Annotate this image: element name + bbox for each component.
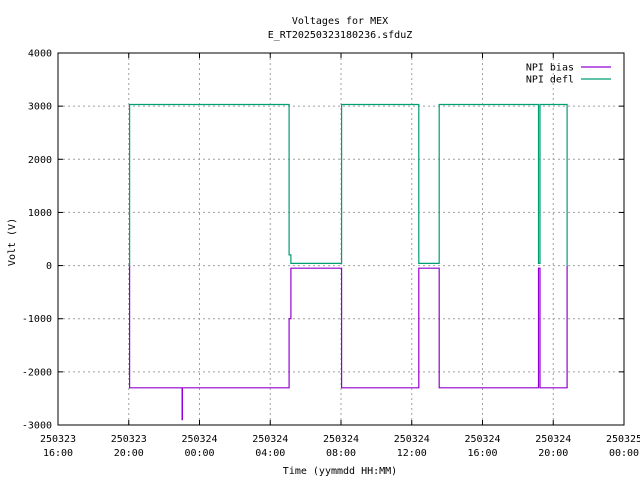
y-tick-label: 1000 bbox=[28, 208, 52, 219]
y-tick-label: -3000 bbox=[22, 421, 52, 432]
plot-frame bbox=[57, 52, 625, 426]
x-tick-time-label: 20:00 bbox=[114, 448, 144, 459]
x-tick-time-label: 12:00 bbox=[397, 448, 427, 459]
x-tick-time-label: 08:00 bbox=[326, 448, 356, 459]
npi-defl-legend-label: NPI defl bbox=[526, 75, 574, 86]
y-tick-label: 2000 bbox=[28, 155, 52, 166]
x-tick-time-label: 16:00 bbox=[43, 448, 73, 459]
y-tick-label: 0 bbox=[46, 261, 52, 272]
x-tick-date-label: 250323 bbox=[40, 434, 76, 445]
y-tick-label: -1000 bbox=[22, 314, 52, 325]
x-tick-date-label: 250324 bbox=[535, 434, 571, 445]
x-tick-date-label: 250324 bbox=[181, 434, 217, 445]
x-tick-time-label: 00:00 bbox=[609, 448, 639, 459]
x-tick-date-label: 250324 bbox=[252, 434, 288, 445]
npi-bias-series-line bbox=[128, 265, 568, 421]
y-tick-label: 3000 bbox=[28, 102, 52, 113]
y-tick-label: 4000 bbox=[28, 49, 52, 60]
axis-ticks: 4000 3000 2000 1000 0 -1000 -2000 -3000 250323 16… bbox=[22, 49, 640, 460]
x-tick-date-label: 250324 bbox=[323, 434, 359, 445]
x-tick-time-label: 16:00 bbox=[467, 448, 497, 459]
plot-series bbox=[128, 103, 568, 421]
npi-defl-series-line bbox=[128, 103, 568, 267]
x-tick-date-label: 250325 bbox=[606, 434, 640, 445]
x-axis-label: Time (yymmdd HH:MM) bbox=[283, 466, 397, 477]
y-tick-label: -2000 bbox=[22, 367, 52, 378]
x-tick-time-label: 20:00 bbox=[538, 448, 568, 459]
x-tick-date-label: 250324 bbox=[464, 434, 500, 445]
x-tick-date-label: 250324 bbox=[394, 434, 430, 445]
x-tick-time-label: 04:00 bbox=[255, 448, 285, 459]
npi-bias-legend-label: NPI bias bbox=[526, 63, 574, 74]
chart-title: Voltages for MEX bbox=[292, 16, 388, 27]
y-axis-label: Volt (V) bbox=[7, 218, 18, 266]
x-tick-time-label: 00:00 bbox=[184, 448, 214, 459]
chart-subtitle: E_RT20250323180236.sfduZ bbox=[268, 30, 413, 41]
x-tick-date-label: 250323 bbox=[111, 434, 147, 445]
